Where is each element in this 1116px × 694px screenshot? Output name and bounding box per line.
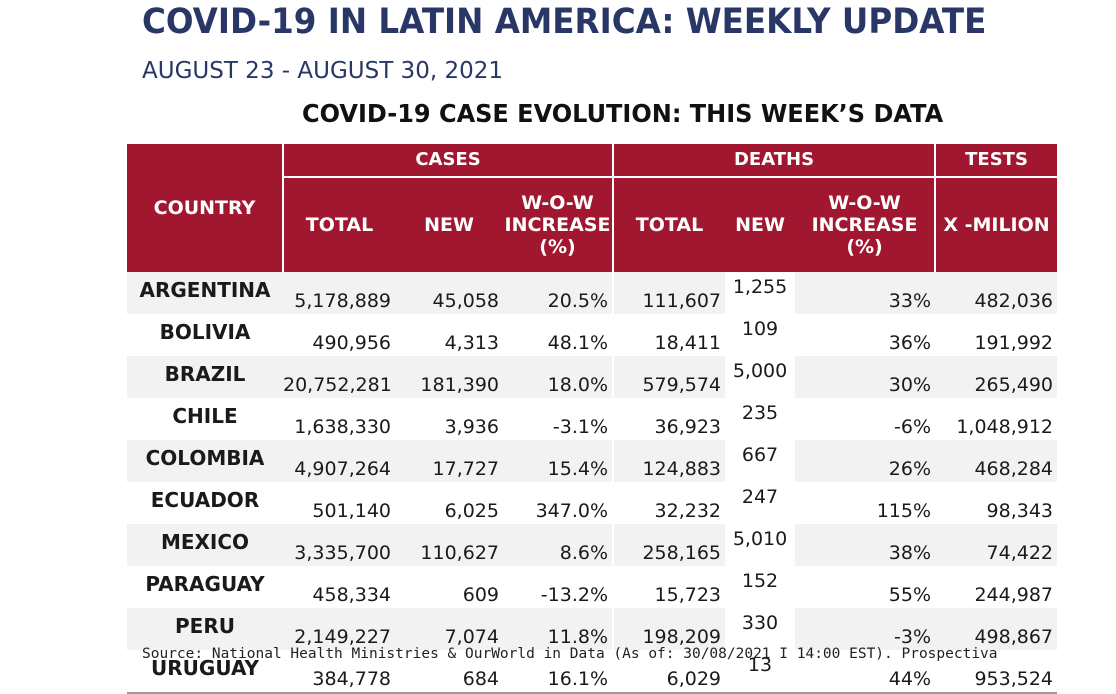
- table-row: BOLIVIA 490,956 4,313 48.1% 18,411 109 36% 191,…: [127, 314, 1057, 356]
- country-cell: PERU: [127, 608, 283, 650]
- cases-new-cell: 17,727: [395, 440, 503, 482]
- deaths-wow-cell: 55%: [888, 584, 932, 606]
- deaths-new-cell: 235: [741, 402, 779, 424]
- deaths-total-cell: 198,209: [612, 608, 726, 650]
- tests-cell: 468,284: [935, 440, 1058, 482]
- table-row: ECUADOR 501,140 6,025 347.0% 32,232 247 115% 98…: [127, 482, 1057, 524]
- deaths-new-cell: 152: [741, 570, 779, 592]
- cases-total-cell: 5,178,889: [283, 272, 395, 314]
- country-cell: ECUADOR: [150, 488, 260, 512]
- cases-wow-cell: 8.6%: [503, 524, 614, 566]
- tests-group-header: TESTS: [934, 144, 1058, 178]
- table-row: BRAZIL 20,752,281 181,390 18.0% 579,574 5,000…: [127, 356, 1058, 398]
- deaths-new-cell: 5,010: [725, 524, 796, 566]
- deaths-new-header: NEW: [725, 177, 796, 272]
- deaths-total-cell: 18,411: [612, 314, 726, 356]
- deaths-wow-cell: 33%: [795, 272, 936, 314]
- deaths-wow-cell: 38%: [795, 524, 936, 566]
- source-note: Source: National Health Ministries & Our…: [142, 646, 998, 662]
- deaths-total-cell: 111,607: [612, 272, 726, 314]
- cases-total-cell: 501,140: [312, 500, 391, 522]
- cases-new-cell: 6,025: [444, 500, 499, 522]
- deaths-new-cell: 330: [725, 608, 796, 650]
- deaths-total-cell: 258,165: [612, 524, 726, 566]
- table-row: PERU 2,149,227 7,074 11.8% 198,209 330 -3% 498,…: [127, 608, 1058, 650]
- cases-total-cell: 458,334: [312, 584, 391, 606]
- tests-cell: 498,867: [935, 608, 1058, 650]
- deaths-wow-cell: 115%: [876, 500, 932, 522]
- tests-cell: 244,987: [974, 584, 1054, 606]
- page-title: COVID-19 IN LATIN AMERICA: WEEKLY UPDATE: [142, 2, 987, 42]
- country-cell: PARAGUAY: [145, 572, 265, 596]
- cases-total-cell: 1,638,330: [294, 416, 391, 438]
- country-header: COUNTRY: [127, 144, 283, 272]
- tests-cell: 482,036: [935, 272, 1058, 314]
- tests-per-million-header: X -MILION: [934, 177, 1058, 272]
- deaths-new-cell: 247: [741, 486, 779, 508]
- cases-wow-cell: -13.2%: [540, 584, 609, 606]
- deaths-wow-cell: 26%: [795, 440, 936, 482]
- cases-wow-header: W-O-W INCREASE (%): [503, 177, 614, 272]
- cases-new-cell: 4,313: [444, 332, 499, 354]
- deaths-wow-cell: 36%: [888, 332, 932, 354]
- deaths-total-cell: 15,723: [612, 566, 726, 608]
- deaths-new-cell: 667: [725, 440, 796, 482]
- tests-cell: 74,422: [935, 524, 1058, 566]
- cases-new-cell: 7,074: [395, 608, 503, 650]
- table-row: ARGENTINA 5,178,889 45,058 20.5% 111,607 1,25…: [127, 272, 1058, 314]
- cases-total-cell: 3,335,700: [283, 524, 395, 566]
- deaths-total-cell: 32,232: [612, 482, 726, 524]
- country-cell: BRAZIL: [127, 356, 283, 398]
- table-row: CHILE 1,638,330 3,936 -3.1% 36,923 235 -6% 1,04…: [127, 398, 1057, 440]
- tests-cell: 98,343: [986, 500, 1054, 522]
- cases-wow-cell: -3.1%: [552, 416, 609, 438]
- date-range-subtitle: AUGUST 23 - AUGUST 30, 2021: [142, 58, 503, 84]
- cases-total-cell: 20,752,281: [283, 356, 395, 398]
- cases-new-cell: 181,390: [395, 356, 503, 398]
- country-cell: COLOMBIA: [127, 440, 283, 482]
- table-row: PARAGUAY 458,334 609 -13.2% 15,723 152 55% 244,…: [127, 566, 1057, 608]
- cases-wow-cell: 11.8%: [503, 608, 614, 650]
- country-cell: MEXICO: [127, 524, 283, 566]
- cases-wow-cell: 347.0%: [535, 500, 609, 522]
- cases-new-cell: 45,058: [395, 272, 503, 314]
- cases-total-cell: 2,149,227: [283, 608, 395, 650]
- table-row: COLOMBIA 4,907,264 17,727 15.4% 124,883 667 26…: [127, 440, 1058, 482]
- tests-cell: 1,048,912: [956, 416, 1054, 438]
- deaths-wow-header: W-O-W INCREASE (%): [795, 177, 936, 272]
- cases-total-cell: 490,956: [312, 332, 391, 354]
- deaths-new-cell: 5,000: [725, 356, 796, 398]
- cases-total-header: TOTAL: [282, 177, 395, 272]
- deaths-wow-cell: 30%: [795, 356, 936, 398]
- country-cell: ARGENTINA: [127, 272, 283, 314]
- cases-group-header: CASES: [281, 144, 614, 178]
- deaths-total-cell: 36,923: [612, 398, 726, 440]
- cases-wow-cell: 20.5%: [503, 272, 614, 314]
- cases-new-cell: 3,936: [444, 416, 499, 438]
- deaths-wow-cell: -6%: [894, 416, 932, 438]
- deaths-group-header: DEATHS: [612, 144, 936, 178]
- deaths-wow-cell: -3%: [795, 608, 936, 650]
- cases-wow-cell: 15.4%: [503, 440, 614, 482]
- tests-cell: 191,992: [974, 332, 1054, 354]
- country-cell: CHILE: [172, 404, 238, 428]
- cases-new-cell: 609: [462, 584, 499, 606]
- table-title: COVID-19 CASE EVOLUTION: THIS WEEK’S DAT…: [302, 99, 944, 128]
- deaths-total-cell: 579,574: [612, 356, 726, 398]
- table-row: MEXICO 3,335,700 110,627 8.6% 258,165 5,010 38…: [127, 524, 1058, 566]
- cases-new-header: NEW: [395, 177, 503, 272]
- cases-total-cell: 4,907,264: [283, 440, 395, 482]
- deaths-total-cell: 124,883: [612, 440, 726, 482]
- cases-wow-cell: 48.1%: [547, 332, 609, 354]
- covid-data-table: COUNTRY CASES DEATHS TESTS TOTAL NEW W-O…: [127, 144, 1058, 694]
- tests-cell: 265,490: [935, 356, 1058, 398]
- deaths-total-header: TOTAL: [612, 177, 726, 272]
- table-body: ARGENTINA 5,178,889 45,058 20.5% 111,607 1,25…: [127, 272, 1058, 694]
- deaths-new-cell: 1,255: [725, 272, 796, 314]
- cases-new-cell: 110,627: [395, 524, 503, 566]
- country-cell: BOLIVIA: [159, 320, 251, 344]
- cases-wow-cell: 18.0%: [503, 356, 614, 398]
- deaths-new-cell: 109: [741, 318, 779, 340]
